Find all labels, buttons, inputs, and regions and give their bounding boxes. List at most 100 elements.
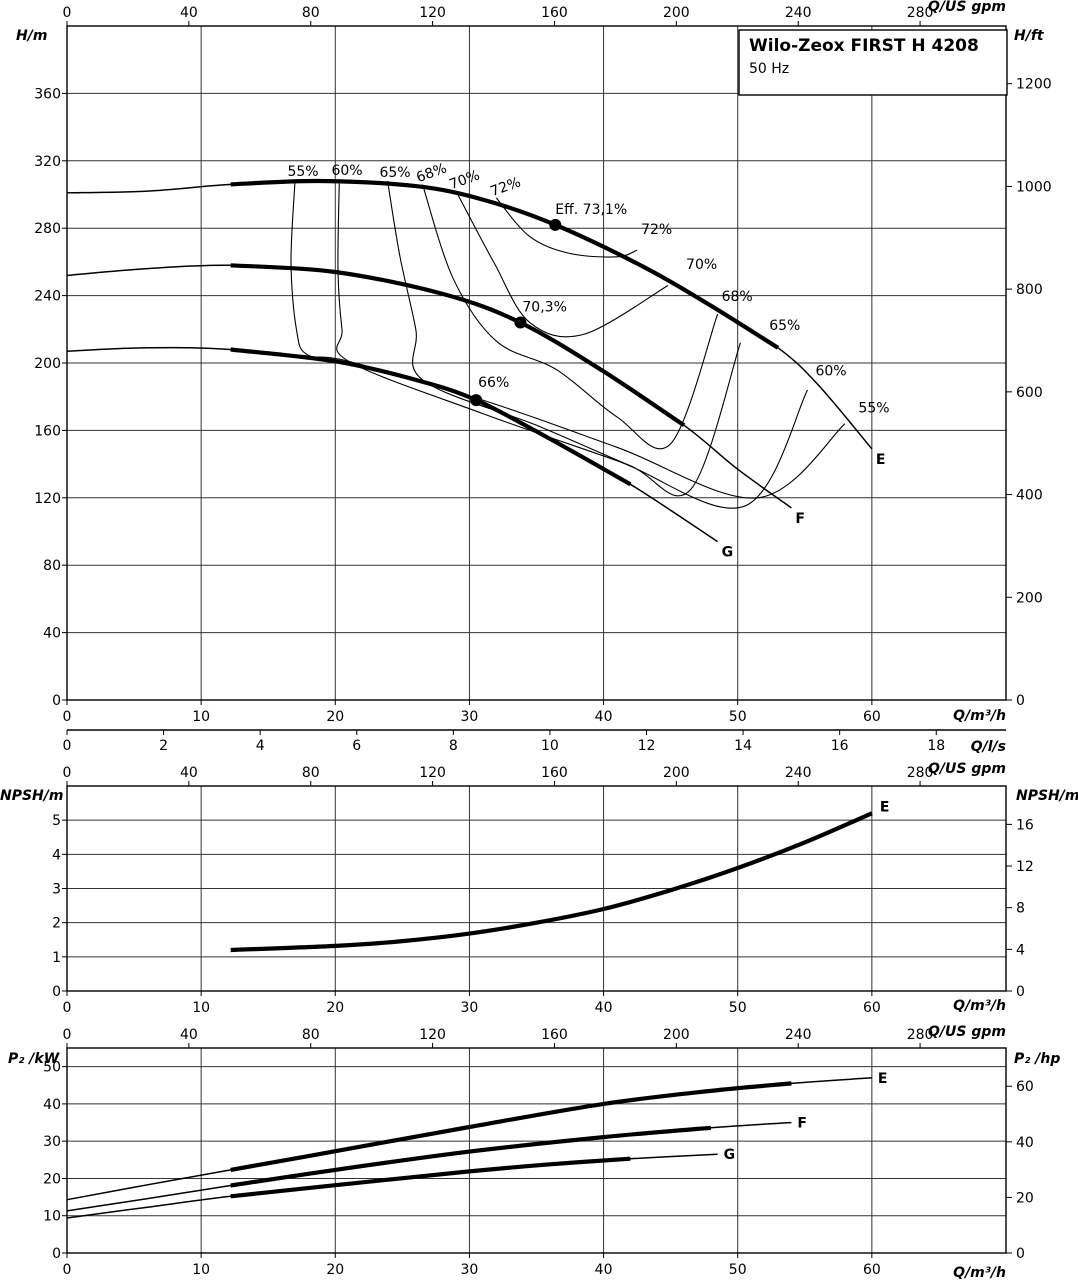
y-tick-label: 240 [34, 289, 61, 305]
ls-tick-label: 18 [927, 738, 945, 754]
efficiency-annotation: 60% [815, 363, 846, 379]
power-axis-label: P₂ /kW [8, 1051, 60, 1067]
top-tick-label: 80 [302, 765, 320, 781]
x-tick-label: 50 [729, 1262, 747, 1278]
power-curve-label-G: G [724, 1147, 736, 1163]
x-tick-label: 40 [595, 1262, 613, 1278]
grid-lines [62, 21, 1012, 1258]
x-tick-label: 10 [192, 1000, 210, 1016]
right-tick-label: 1200 [1016, 77, 1052, 93]
top-tick-label: 0 [63, 5, 72, 21]
flow-m3h-axis-label-2: Q/m³/h [953, 998, 1006, 1014]
ls-tick-label: 10 [541, 738, 559, 754]
right-tick-label: 4 [1016, 942, 1025, 958]
x-tick-label: 0 [63, 709, 72, 725]
ls-tick-label: 4 [256, 738, 265, 754]
y-tick-label: 2 [52, 916, 61, 932]
curve-label-F: F [795, 511, 805, 527]
y-tick-label: 360 [34, 86, 61, 102]
flow-m3h-axis-label-3: Q/m³/h [953, 1265, 1006, 1280]
top-tick-label: 160 [541, 1027, 568, 1043]
head-curve-thick-F [230, 263, 686, 428]
x-tick-label: 50 [729, 709, 747, 725]
x-tick-label: 30 [461, 1000, 479, 1016]
title-box-frame [738, 29, 1008, 96]
x-tick-label: 40 [595, 709, 613, 725]
top-tick-label: 200 [663, 5, 690, 21]
top-tick-label: 200 [663, 765, 690, 781]
title-box: Wilo-Zeox FIRST H 4208 50 Hz [738, 29, 1008, 96]
y-tick-label: 0 [52, 1246, 61, 1262]
y-tick-label: 160 [34, 423, 61, 439]
top-tick-label: 40 [180, 5, 198, 21]
right-tick-label: 600 [1016, 385, 1043, 401]
efficiency-line-60 [336, 180, 808, 509]
x-tick-label: 30 [461, 709, 479, 725]
chart-marks [66, 178, 873, 1219]
right-tick-label: 40 [1016, 1135, 1034, 1151]
efficiency-annotation: Eff. 73,1% [555, 202, 627, 218]
chart-labels: 0408012016020024028032036002004006008001… [34, 5, 1051, 1278]
chart-title: Wilo-Zeox FIRST H 4208 [749, 36, 979, 56]
right-tick-label: 1000 [1016, 179, 1052, 195]
curve-label-G: G [722, 545, 734, 561]
npsh-axis-label: NPSH/m [0, 788, 63, 804]
ls-tick-label: 12 [638, 738, 656, 754]
efficiency-annotation: 55% [858, 400, 889, 416]
head-ft-axis-label: H/ft [1014, 28, 1045, 44]
right-tick-label: 12 [1016, 859, 1034, 875]
ls-tick-label: 16 [831, 738, 849, 754]
x-tick-label: 20 [326, 1000, 344, 1016]
x-tick-label: 60 [863, 1262, 881, 1278]
top-tick-label: 0 [63, 1027, 72, 1043]
top-tick-label: 160 [541, 765, 568, 781]
top-tick-label: 120 [419, 1027, 446, 1043]
ls-tick-label: 6 [352, 738, 361, 754]
y-tick-label: 40 [43, 626, 61, 642]
right-tick-label: 60 [1016, 1079, 1034, 1095]
top-tick-label: 240 [785, 765, 812, 781]
y-tick-label: 4 [52, 847, 61, 863]
power-curve-label-F: F [797, 1116, 807, 1132]
top-tick-label: 80 [302, 5, 320, 21]
y-tick-label: 200 [34, 356, 61, 372]
efficiency-line-70 [455, 190, 669, 338]
top-tick-label: 120 [419, 765, 446, 781]
y-tick-label: 0 [52, 693, 61, 709]
efficiency-annotation: 70,3% [522, 300, 566, 316]
top-tick-label: 0 [63, 765, 72, 781]
power-curve-label-E: E [878, 1071, 888, 1087]
y-tick-label: 280 [34, 221, 61, 237]
right-tick-label: 0 [1016, 693, 1025, 709]
x-tick-label: 50 [729, 1000, 747, 1016]
top-gpm-axis-label-1: Q/US gpm [928, 0, 1006, 15]
curve-label-E: E [876, 452, 886, 468]
x-tick-label: 60 [863, 709, 881, 725]
x-tick-label: 20 [326, 709, 344, 725]
y-tick-label: 40 [43, 1097, 61, 1113]
y-tick-label: 3 [52, 882, 61, 898]
top-tick-label: 280 [907, 1027, 934, 1043]
best-efficiency-point [470, 394, 483, 407]
chart-subtitle: 50 Hz [749, 61, 789, 77]
x-tick-label: 10 [192, 709, 210, 725]
npsh-curve-E [230, 811, 873, 953]
flow-m3h-axis-label-1: Q/m³/h [953, 708, 1006, 724]
x-tick-label: 0 [63, 1262, 72, 1278]
best-efficiency-point [514, 316, 527, 329]
head-curve-thick-E [230, 178, 780, 350]
y-tick-label: 50 [43, 1060, 61, 1076]
x-tick-label: 20 [326, 1262, 344, 1278]
y-tick-label: 320 [34, 154, 61, 170]
efficiency-top-label: 70% [447, 167, 482, 193]
top-tick-label: 280 [907, 5, 934, 21]
top-tick-label: 40 [180, 1027, 198, 1043]
top-tick-label: 80 [302, 1027, 320, 1043]
y-tick-label: 1 [52, 950, 61, 966]
x-tick-label: 60 [863, 1000, 881, 1016]
ls-tick-label: 14 [734, 738, 752, 754]
efficiency-annotation: 68% [722, 289, 753, 305]
flow-ls-axis-label: Q/l/s [971, 739, 1006, 755]
